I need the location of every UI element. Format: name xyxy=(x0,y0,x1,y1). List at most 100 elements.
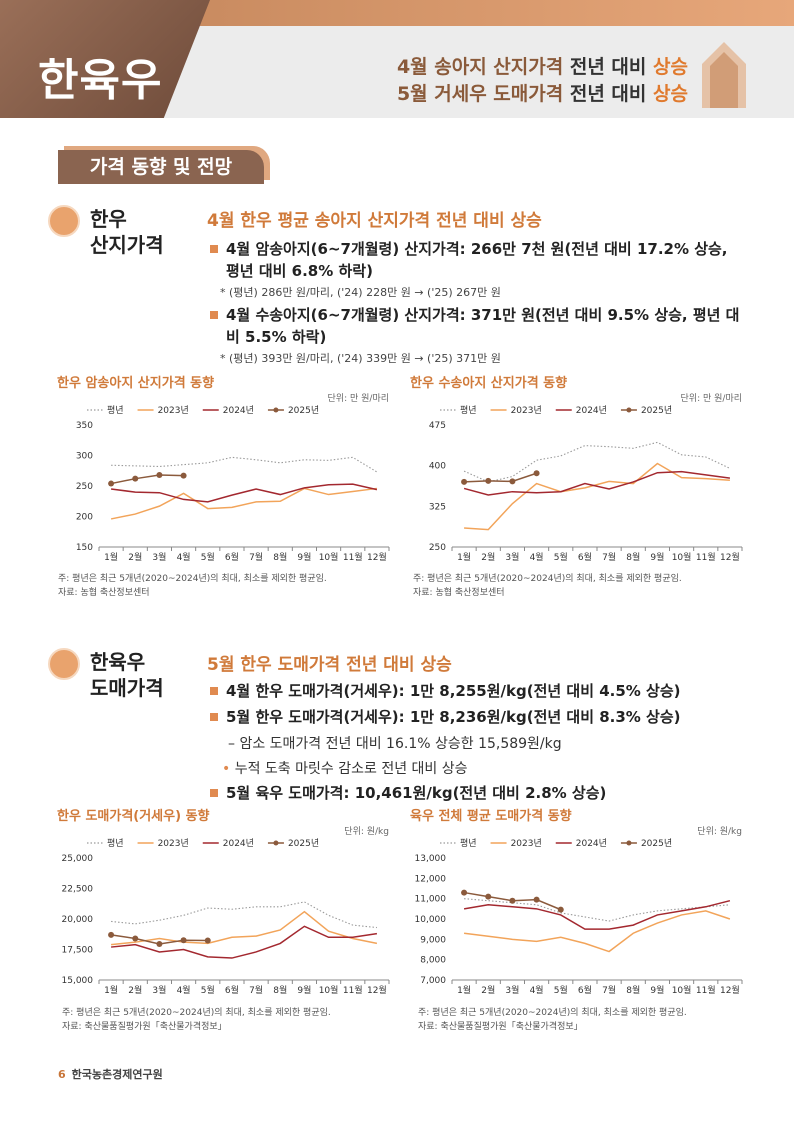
x-tick-label: 10월 xyxy=(672,984,692,996)
point xyxy=(485,477,492,484)
legend-label: 2024년 xyxy=(223,838,254,849)
y-tick-label: 8,000 xyxy=(420,956,446,966)
label-line: 도매가격 xyxy=(90,676,164,700)
x-tick-label: 8월 xyxy=(273,551,287,563)
y-tick-label: 13,000 xyxy=(415,854,447,864)
legend-label: 2025년 xyxy=(288,838,319,849)
label-line: 한우 xyxy=(90,207,127,231)
point xyxy=(557,906,564,913)
chart-notes: 주: 평년은 최근 5개년(2020~2024년)의 최대, 최소를 제외한 평… xyxy=(418,1006,687,1034)
headline-part: 상승 xyxy=(653,83,688,105)
section-label: 한육우 도매가격 xyxy=(90,649,164,701)
point xyxy=(509,897,516,904)
note: 주: 평년은 최근 5개년(2020~2024년)의 최대, 최소를 제외한 평… xyxy=(58,574,327,584)
note: 주: 평년은 최근 5개년(2020~2024년)의 최대, 최소를 제외한 평… xyxy=(418,1008,687,1018)
x-tick-label: 1월 xyxy=(457,984,471,996)
headline-part: 전년 대비 xyxy=(569,83,647,105)
point xyxy=(156,472,163,479)
x-tick-label: 11월 xyxy=(696,984,716,996)
point xyxy=(461,889,468,896)
note-item: (평년) 286만 원/마리, ('24) 228만 원 → ('25) 267… xyxy=(210,284,740,300)
header-ornament xyxy=(702,42,746,108)
bullet-item: 5월 육우 도매가격: 10,461원/kg(전년 대비 2.8% 상승) xyxy=(210,782,740,804)
x-tick-label: 5월 xyxy=(201,984,215,996)
bullet-item: 5월 한우 도매가격(거세우): 1만 8,236원/kg(전년 대비 8.3%… xyxy=(210,706,740,728)
unit-label: 단위: 원/kg xyxy=(697,826,742,837)
series-line xyxy=(463,910,731,953)
x-tick-label: 9월 xyxy=(297,984,311,996)
x-tick-label: 11월 xyxy=(696,551,716,563)
x-tick-label: 8월 xyxy=(626,551,640,563)
x-tick-label: 7월 xyxy=(602,984,616,996)
point xyxy=(509,478,516,485)
legend-label: 2023년 xyxy=(511,405,542,416)
section-title: 가격 동향 및 전망 xyxy=(58,150,264,184)
x-tick-label: 8월 xyxy=(626,984,640,996)
headline-part: 전년 대비 xyxy=(569,56,647,78)
x-tick-label: 10월 xyxy=(319,984,339,996)
x-tick-label: 6월 xyxy=(578,984,592,996)
note: 주: 평년은 최근 5개년(2020~2024년)의 최대, 최소를 제외한 평… xyxy=(62,1008,331,1018)
x-tick-label: 1월 xyxy=(104,984,118,996)
note: 주: 평년은 최근 5개년(2020~2024년)의 최대, 최소를 제외한 평… xyxy=(413,574,682,584)
unit-label: 단위: 만 원/마리 xyxy=(328,393,389,404)
chart-title: 한우 암송아지 산지가격 동향 xyxy=(57,375,214,391)
legend-label: 2024년 xyxy=(576,838,607,849)
dot-item: 누적 도축 마릿수 감소로 전년 대비 상승 xyxy=(210,758,740,778)
section-label: 한우 산지가격 xyxy=(90,206,164,258)
chart-title: 한우 수송아지 산지가격 동향 xyxy=(410,375,567,391)
x-tick-label: 4월 xyxy=(177,984,191,996)
legend-marker xyxy=(626,840,632,846)
x-tick-label: 7월 xyxy=(249,551,263,563)
y-tick-label: 15,000 xyxy=(62,976,94,986)
x-tick-label: 10월 xyxy=(319,551,339,563)
legend-label: 평년 xyxy=(107,405,124,416)
point xyxy=(132,935,139,942)
series-line xyxy=(464,898,730,922)
bullet-list: 4월 한우 도매가격(거세우): 1만 8,255원/kg(전년 대비 4.5%… xyxy=(210,676,740,804)
label-line: 산지가격 xyxy=(90,233,164,257)
y-tick-label: 200 xyxy=(76,513,93,523)
x-tick-label: 7월 xyxy=(602,551,616,563)
legend-label: 평년 xyxy=(107,838,124,849)
bullet-list: 4월 암송아지(6~7개월령) 산지가격: 266만 7천 원(전년 대비 17… xyxy=(210,234,740,366)
org-name: 한국농촌경제연구원 xyxy=(71,1068,163,1081)
x-tick-label: 12월 xyxy=(367,551,387,563)
y-tick-label: 12,000 xyxy=(415,874,447,884)
x-tick-label: 12월 xyxy=(720,551,740,563)
y-tick-label: 11,000 xyxy=(415,895,447,905)
x-tick-label: 12월 xyxy=(367,984,387,996)
point xyxy=(132,475,139,482)
point xyxy=(204,937,211,944)
y-tick-label: 17,500 xyxy=(62,946,94,956)
y-tick-label: 22,500 xyxy=(62,885,94,895)
note-item: (평년) 393만 원/마리, ('24) 339만 원 → ('25) 371… xyxy=(210,350,740,366)
x-tick-label: 6월 xyxy=(225,984,239,996)
x-tick-label: 3월 xyxy=(505,551,519,563)
series-line xyxy=(463,441,731,483)
x-tick-label: 10월 xyxy=(672,551,692,563)
point xyxy=(533,896,540,903)
chart-notes: 주: 평년은 최근 5개년(2020~2024년)의 최대, 최소를 제외한 평… xyxy=(58,572,327,600)
point xyxy=(485,893,492,900)
footer: 6 한국농촌경제연구원 xyxy=(58,1066,163,1082)
series-line xyxy=(111,901,377,929)
y-tick-label: 250 xyxy=(429,543,446,553)
legend-marker xyxy=(626,407,632,413)
series-line xyxy=(111,456,378,473)
headline-part: 5월 거세우 도매가격 xyxy=(396,83,564,105)
section-heading: 4월 한우 평균 송아지 산지가격 전년 대비 상승 xyxy=(207,211,542,231)
y-tick-label: 400 xyxy=(429,462,446,472)
x-tick-label: 2월 xyxy=(128,984,142,996)
series-line xyxy=(110,487,378,520)
y-tick-label: 250 xyxy=(76,482,93,492)
icon xyxy=(48,205,80,237)
legend-label: 2024년 xyxy=(576,405,607,416)
y-tick-label: 9,000 xyxy=(420,935,446,945)
headline-line: 4월 송아지 산지가격 전년 대비 상승 xyxy=(397,54,688,81)
chart-notes: 주: 평년은 최근 5개년(2020~2024년)의 최대, 최소를 제외한 평… xyxy=(413,572,682,600)
y-tick-label: 10,000 xyxy=(415,915,447,925)
